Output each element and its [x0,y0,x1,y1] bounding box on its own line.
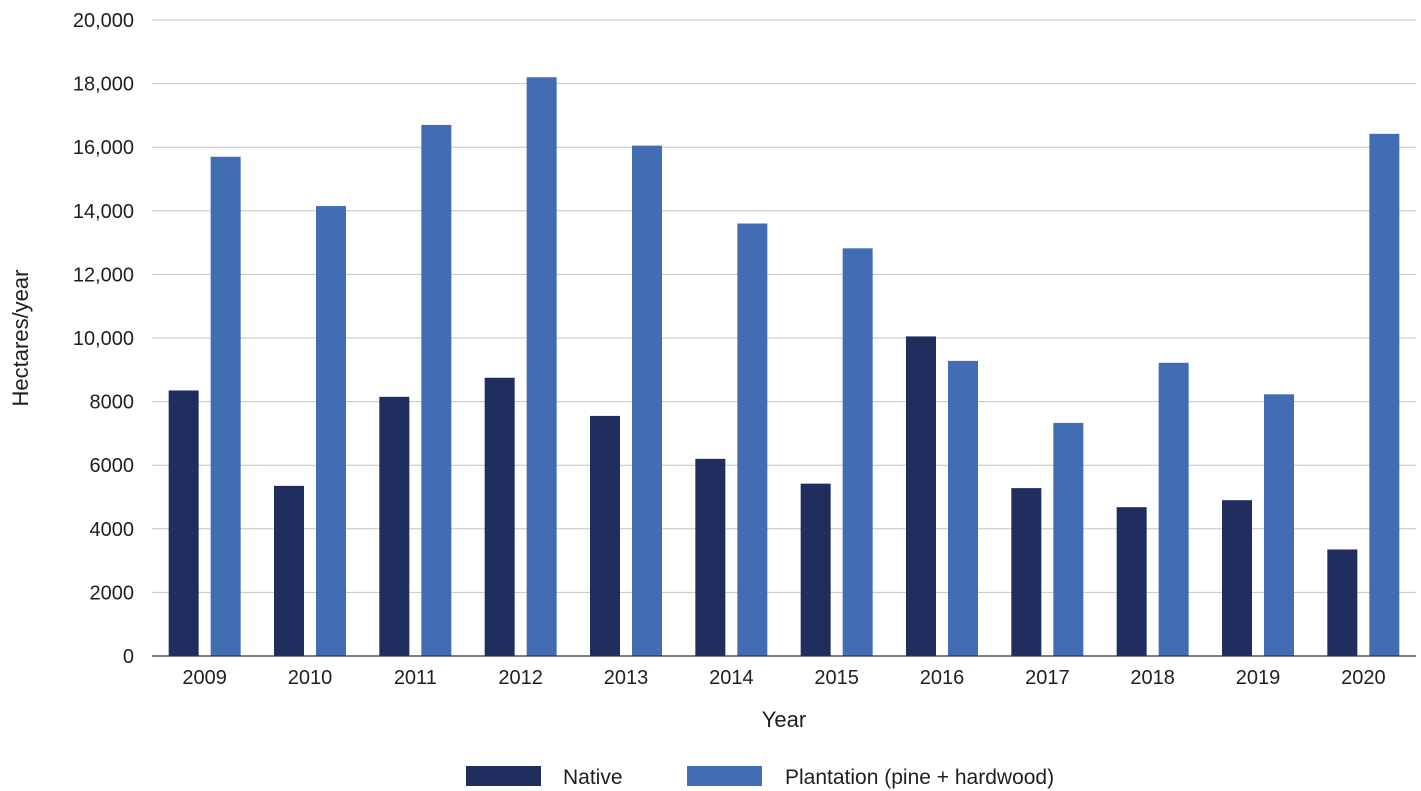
gridlines [152,19,1416,593]
bar-plantation-2011 [421,124,452,656]
x-tick-label: 2009 [182,667,227,689]
y-tick-label: 12,000 [73,264,134,286]
bar-plantation-2012 [526,77,557,657]
y-tick-label: 8000 [90,392,135,414]
x-tick-label: 2019 [1236,667,1281,689]
bar-native-2010 [274,485,304,656]
bar-plantation-2017 [1053,422,1084,656]
legend: Native Plantation (pine + hardwood) [466,766,1054,789]
bar-native-2013 [590,415,620,656]
bar-native-2017 [1011,488,1042,656]
legend-label-plantation: Plantation (pine + hardwood) [785,766,1054,789]
y-tick-label: 10,000 [73,328,134,350]
x-axis-title: Year [762,707,806,732]
bar-native-2009 [168,390,199,656]
legend-swatch-native [466,766,541,786]
bar-plantation-2014 [737,223,768,656]
y-axis-ticks: 0 2000 4000 6000 8000 10,000 12,000 14,000 16,00… [73,10,134,668]
y-tick-label: 4000 [90,519,135,541]
x-tick-label: 2014 [709,667,754,689]
x-tick-label: 2016 [920,667,965,689]
bar-native-2012 [484,377,515,656]
y-tick-label: 18,000 [73,74,134,96]
bars [168,77,1400,657]
y-tick-label: 16,000 [73,137,134,159]
bar-native-2011 [379,396,410,656]
bar-plantation-2013 [632,145,662,657]
bar-native-2020 [1327,549,1358,656]
bar-native-2016 [906,336,936,656]
legend-swatch-plantation [687,766,762,786]
bar-plantation-2010 [316,206,346,656]
y-tick-label: 14,000 [73,201,134,223]
bar-plantation-2015 [842,248,873,656]
y-tick-label: 2000 [90,582,135,604]
bar-plantation-2018 [1158,362,1189,656]
x-tick-label: 2012 [498,667,543,689]
bar-native-2015 [800,483,831,656]
x-axis-ticks: 2009 2010 2011 2012 2013 2014 2015 2016 2017 2018… [182,667,1385,689]
bar-plantation-2020 [1369,133,1400,656]
bar-plantation-2016 [948,360,978,656]
bar-native-2018 [1116,507,1147,656]
y-tick-label: 20,000 [73,10,134,32]
x-tick-label: 2018 [1130,667,1175,689]
y-tick-label: 0 [123,646,134,668]
x-tick-label: 2015 [814,667,859,689]
x-tick-label: 2013 [604,667,649,689]
x-tick-label: 2020 [1341,667,1386,689]
y-tick-label: 6000 [90,455,135,477]
bar-native-2019 [1222,500,1252,656]
bar-plantation-2019 [1264,394,1294,656]
x-tick-label: 2011 [394,667,437,689]
y-axis-title: Hectares/year [8,270,33,407]
bar-plantation-2009 [210,156,241,657]
x-tick-label: 2010 [288,667,333,689]
legend-label-native: Native [563,766,623,789]
x-tick-label: 2017 [1025,667,1070,689]
bar-native-2014 [695,458,726,656]
